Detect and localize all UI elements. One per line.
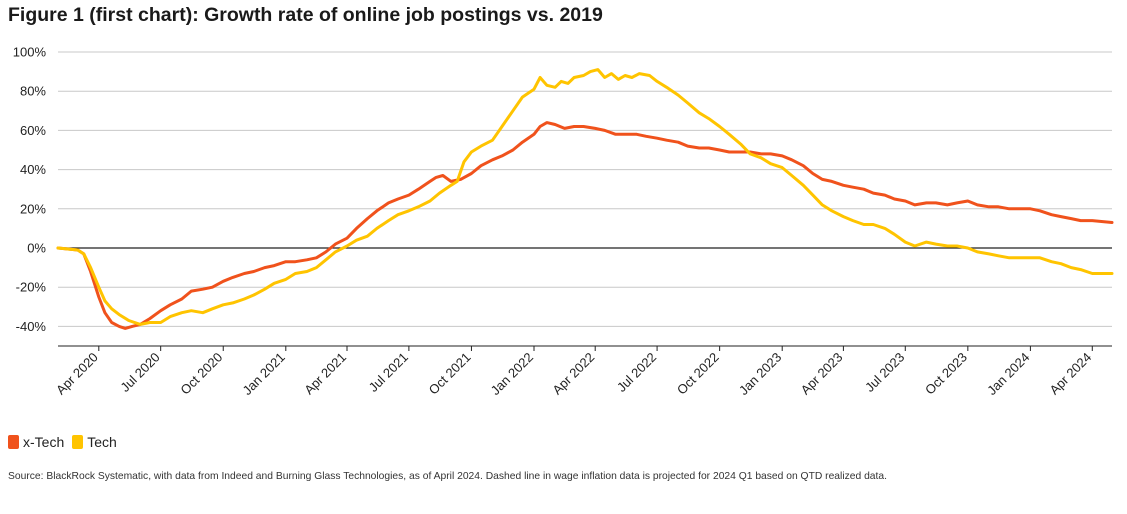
legend-swatch-x-tech — [8, 435, 19, 449]
line-chart: 100% 80% 60% 40% 20% 0% -20% -40% Apr 2020 Jul 20… — [13, 45, 1114, 398]
y-tick-label: 60% — [20, 123, 46, 138]
y-tick-label: 0% — [27, 241, 46, 256]
x-tick-label: Jan 2023 — [736, 350, 784, 398]
source-note: Source: BlackRock Systematic, with data … — [8, 471, 887, 482]
y-tick-label: 40% — [20, 162, 46, 177]
x-tick-label: Jan 2022 — [488, 350, 536, 398]
x-tick-label: Apr 2024 — [1046, 350, 1094, 398]
legend: x-Tech Tech — [8, 434, 125, 450]
x-tick-label: Jan 2024 — [984, 350, 1032, 398]
y-tick-label: 80% — [20, 84, 46, 99]
x-tick-label: Jul 2023 — [862, 350, 907, 395]
y-tick-label: 100% — [13, 45, 47, 60]
x-tick-label: Jul 2020 — [117, 350, 162, 395]
legend-swatch-tech — [72, 435, 84, 449]
y-tick-label: -40% — [16, 319, 47, 334]
y-tick-label: -20% — [16, 280, 47, 295]
legend-item-tech: Tech — [72, 434, 117, 450]
x-tick-label: Oct 2023 — [922, 350, 970, 398]
x-tick-label: Oct 2022 — [674, 350, 722, 398]
x-tick-label: Oct 2021 — [426, 350, 474, 398]
x-tick-label: Jul 2021 — [366, 350, 411, 395]
x-tick-label: Apr 2020 — [53, 350, 101, 398]
x-tick-label: Apr 2023 — [798, 350, 846, 398]
x-tick-label: Apr 2021 — [301, 350, 349, 398]
legend-label-tech: Tech — [87, 434, 117, 450]
series-line-x-tech — [56, 121, 1114, 330]
series-line-tech — [56, 68, 1114, 326]
x-tick-label: Jan 2021 — [239, 350, 287, 398]
legend-label-x-tech: x-Tech — [23, 434, 65, 450]
y-tick-label: 20% — [20, 201, 46, 216]
x-tick-label: Jul 2022 — [614, 350, 659, 395]
x-tick-label: Apr 2022 — [549, 350, 597, 398]
legend-item-x-tech: x-Tech — [8, 434, 64, 450]
x-tick-label: Oct 2020 — [177, 350, 225, 398]
chart-title: Figure 1 (first chart): Growth rate of o… — [8, 4, 603, 26]
